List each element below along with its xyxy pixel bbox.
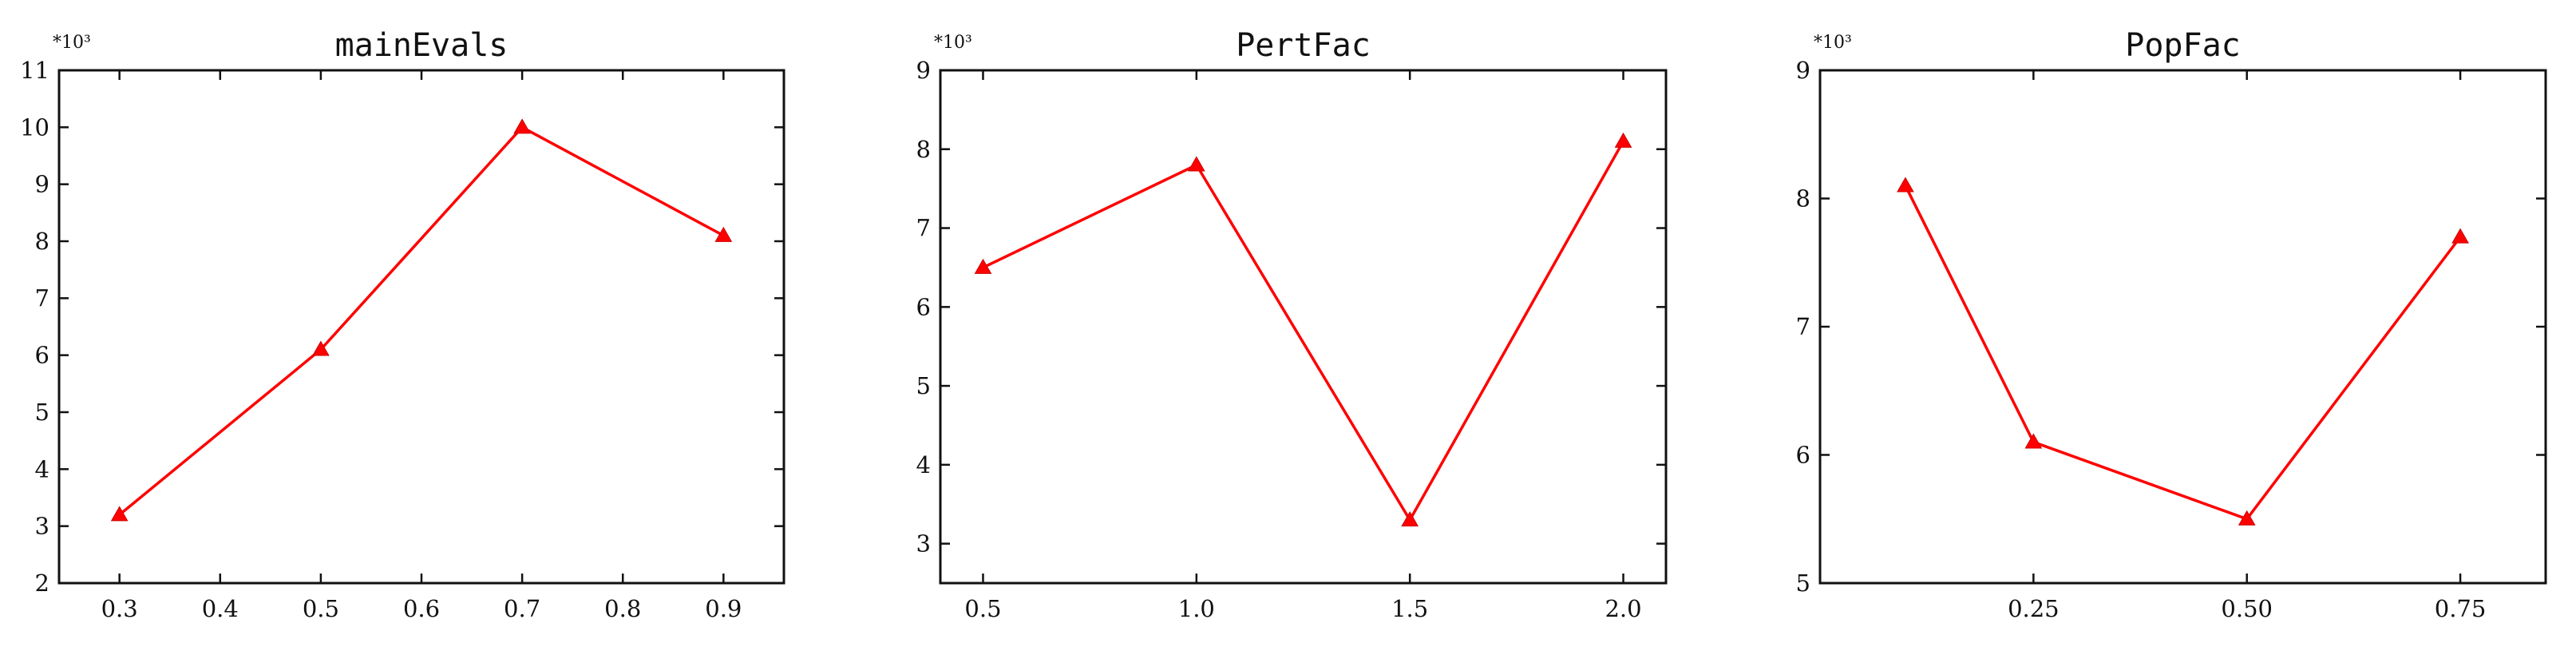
chart-title: PertFac [1236,27,1371,64]
chart-panel-pertfac: PertFac *10³ 0.5 1.0 1.5 2.0 3 4 5 6 7 8 9 [916,27,1668,622]
y-tick-label: 4 [35,455,49,482]
x-tick-label: 1.5 [1391,595,1428,622]
x-axis-ticks: 0.5 1.0 1.5 2.0 [964,70,1642,622]
x-tick-label: 0.8 [604,595,641,622]
y-tick-label: 8 [916,136,931,163]
data-point-marker [2238,510,2256,526]
y-tick-label: 6 [1796,442,1810,469]
x-tick-label: 0.3 [101,595,138,622]
plot-frame [1818,69,2547,585]
chart-panel-mainevals: mainEvals *10³ 0.3 0.4 0.5 0.6 0.7 0.8 0.9 2 3 4… [20,27,785,622]
series-line [982,141,1625,523]
y-tick-label: 2 [35,570,49,597]
data-point-marker [110,506,129,522]
y-tick-label: 8 [1796,185,1810,212]
chart-title: PopFac [2125,27,2241,64]
series-line [1904,185,2462,521]
x-axis-ticks: 0.25 0.50 0.75 [2008,70,2486,622]
x-tick-label: 0.9 [705,595,742,622]
y-tick-label: 6 [35,342,49,369]
y-tick-label: 9 [35,171,49,198]
y-tick-label: 9 [1796,57,1810,84]
y-multiplier-label: *10³ [1814,33,1852,53]
x-tick-label: 0.4 [202,595,239,622]
x-tick-label: 0.5 [303,595,339,622]
data-point-marker [2024,433,2043,449]
x-tick-label: 2.0 [1605,595,1641,622]
y-tick-label: 7 [1796,313,1810,340]
y-tick-label: 6 [916,293,931,320]
data-point-marker [974,258,992,274]
y-axis-ticks: 5 6 7 8 9 [1796,57,2546,597]
data-point-marker [1614,132,1632,148]
y-tick-label: 3 [35,513,49,540]
y-tick-label: 5 [1796,570,1810,597]
y-multiplier-label: *10³ [53,33,91,53]
series-line [118,125,725,516]
y-tick-label: 11 [20,57,49,84]
data-point-marker [714,226,733,242]
data-point-marker [312,340,330,356]
chart-title: mainEvals [335,27,508,64]
chart-panel-popfac: PopFac *10³ 0.25 0.50 0.75 5 6 7 8 9 [1796,27,2547,622]
x-tick-label: 0.25 [2008,595,2060,622]
y-tick-label: 5 [916,372,931,399]
y-tick-label: 10 [20,113,49,141]
x-axis-ticks: 0.3 0.4 0.5 0.6 0.7 0.8 0.9 [101,70,742,622]
data-point-marker [513,118,531,134]
x-tick-label: 0.6 [403,595,440,622]
y-tick-label: 5 [35,399,49,426]
series-group [974,132,1632,526]
series-group [110,118,733,522]
x-tick-label: 0.7 [504,595,540,622]
data-point-marker [1897,177,1914,193]
x-tick-label: 0.75 [2435,595,2487,622]
plot-frame [57,69,785,585]
x-tick-label: 1.0 [1178,595,1215,622]
y-tick-label: 4 [916,451,931,478]
data-point-marker [1401,510,1419,526]
y-axis-ticks: 2 3 4 5 6 7 8 9 10 11 [20,57,784,597]
data-point-marker [2451,228,2469,244]
plot-frame [939,69,1668,585]
y-tick-label: 9 [916,57,931,84]
y-tick-label: 7 [35,284,49,312]
y-tick-label: 3 [916,530,931,558]
y-axis-ticks: 3 4 5 6 7 8 9 [916,57,1666,558]
y-tick-label: 8 [35,228,49,255]
x-tick-label: 0.50 [2221,595,2273,622]
y-multiplier-label: *10³ [934,33,972,53]
series-group [1897,177,2469,526]
y-tick-label: 7 [916,215,931,242]
data-point-marker [1187,156,1205,172]
x-tick-label: 0.5 [964,595,1001,622]
